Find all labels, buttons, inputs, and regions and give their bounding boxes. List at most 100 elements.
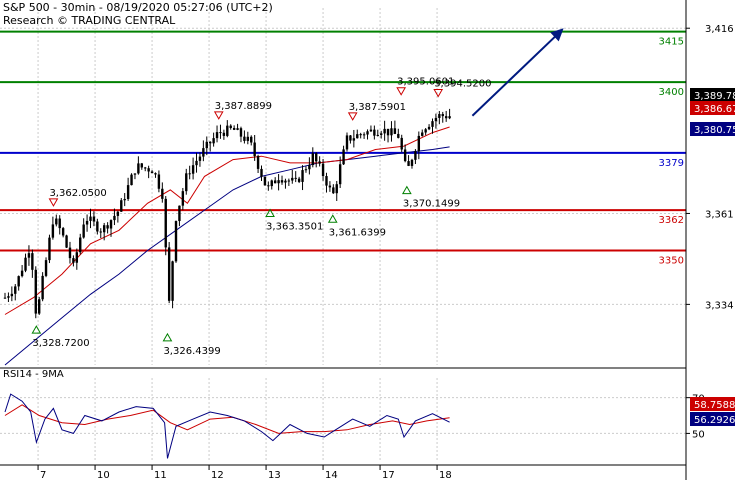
value-tag-label-ma_fast: 3,386.67 (694, 104, 735, 115)
price-bar-body (297, 178, 301, 182)
swing-low-marker (265, 208, 275, 218)
price-bar-body (318, 161, 321, 164)
rsi-tag-label-rsi: 56.2926 (694, 415, 735, 426)
value-tag-ma_fast (690, 101, 735, 115)
rsi-tag-label-rsi_ma: 58.7588 (694, 400, 735, 411)
price-bar-body (51, 224, 55, 238)
price-bar-body (277, 180, 280, 184)
price-bar-body (250, 136, 253, 143)
price-bar-body (24, 257, 27, 271)
price-bar-body (321, 163, 325, 177)
price-bar-body (383, 128, 386, 134)
price-bar-body (31, 253, 34, 270)
price-bar-body (308, 165, 311, 170)
price-bar-body (133, 173, 137, 175)
swing-high-marker (347, 112, 358, 121)
value-tag-price (690, 88, 735, 102)
price-bar-body (280, 180, 284, 183)
price-bar-body (311, 153, 314, 166)
price-bar-body (89, 216, 92, 221)
price-bar-body (359, 134, 362, 136)
price-bar-body (61, 228, 65, 236)
swing-low-label: 3,363.3501 (266, 222, 323, 233)
price-bar-body (85, 220, 89, 225)
price-bar-body (185, 173, 188, 192)
price-bar-body (444, 116, 448, 119)
price-bar-body (267, 185, 270, 187)
value-tag-ma_slow (690, 122, 735, 136)
price-bar-body (181, 191, 185, 206)
price-bar-body (96, 221, 99, 232)
price-bar-body (34, 269, 37, 314)
price-bar-body (195, 160, 198, 166)
swing-high-label: 3,362.0500 (49, 188, 106, 199)
price-bar-body (291, 177, 294, 181)
chart-title: S&P 500 - 30min - 08/19/2020 05:27:06 (U… (3, 1, 273, 14)
price-bar-body (212, 138, 215, 144)
time-tick-label: 14 (325, 470, 338, 480)
price-bar-body (48, 237, 51, 261)
swing-high-label: 3,394.5200 (434, 79, 491, 90)
price-bar-body (407, 161, 410, 166)
price-bar-body (270, 180, 273, 187)
price-bar-body (403, 149, 407, 162)
price-bar-body (116, 211, 120, 216)
price-bar-body (58, 218, 61, 229)
price-bar-body (99, 231, 102, 233)
rsi-tick-label: 50 (692, 429, 705, 440)
swing-low-label: 3,370.1499 (403, 199, 460, 210)
price-bar-body (82, 224, 85, 238)
price-bar-body (431, 121, 434, 127)
rsi-tag-rsi (690, 412, 735, 426)
rsi-ma-line (4, 404, 450, 434)
time-tick-label: 10 (97, 470, 110, 480)
level-label-3350: 3350 (659, 255, 684, 266)
price-bar-body (294, 177, 297, 179)
swing-low-marker (327, 214, 338, 223)
price-bar-body (219, 132, 222, 134)
fast-moving-average (4, 126, 450, 315)
price-bar-body (243, 136, 246, 141)
price-bar-body (304, 169, 308, 171)
price-bar-body (325, 176, 328, 186)
rsi-tag-rsi_ma (690, 397, 735, 411)
price-bar-body (232, 127, 236, 130)
level-label-3379: 3379 (659, 158, 684, 169)
price-bar-body (338, 164, 342, 185)
price-bar-body (246, 136, 250, 141)
price-bar-body (188, 173, 191, 175)
time-tick-label: 11 (154, 470, 167, 480)
swing-low-label: 3,361.6399 (329, 227, 386, 238)
rsi-line (4, 393, 450, 459)
price-bar-body (301, 170, 304, 182)
price-bar-body (263, 176, 267, 186)
price-bar-body (345, 135, 349, 150)
ma-slow-line (4, 146, 450, 366)
price-tick-label: 3,334 (705, 300, 734, 311)
price-bar-body (106, 225, 109, 229)
price-bar-body (236, 128, 239, 130)
price-bar-body (424, 129, 427, 133)
price-bar-body (14, 286, 17, 294)
price-bar-body (397, 133, 400, 138)
price-bar-body (202, 148, 205, 157)
price-bar-body (427, 126, 431, 130)
price-bar-body (38, 299, 41, 314)
price-bar-body (167, 247, 171, 301)
swing-low-marker (162, 332, 173, 342)
value-tags: 3,389.78 3,386.67 3,380.75 58.7588 56.2926 (690, 88, 735, 426)
value-tag-label-ma_slow: 3,380.75 (694, 125, 735, 136)
price-bar-body (414, 151, 417, 160)
price-bar-body (205, 141, 208, 149)
price-bar-body (315, 153, 318, 162)
price-bar-body (369, 129, 373, 132)
price-bar-body (123, 198, 126, 201)
price-bar-body (417, 135, 421, 152)
price-bar-body (137, 163, 140, 174)
price-bar-body (55, 218, 58, 225)
price-bar-body (44, 260, 48, 276)
price-bar-body (209, 141, 212, 144)
price-bar-body (393, 128, 397, 134)
price-bar-body (79, 237, 82, 253)
